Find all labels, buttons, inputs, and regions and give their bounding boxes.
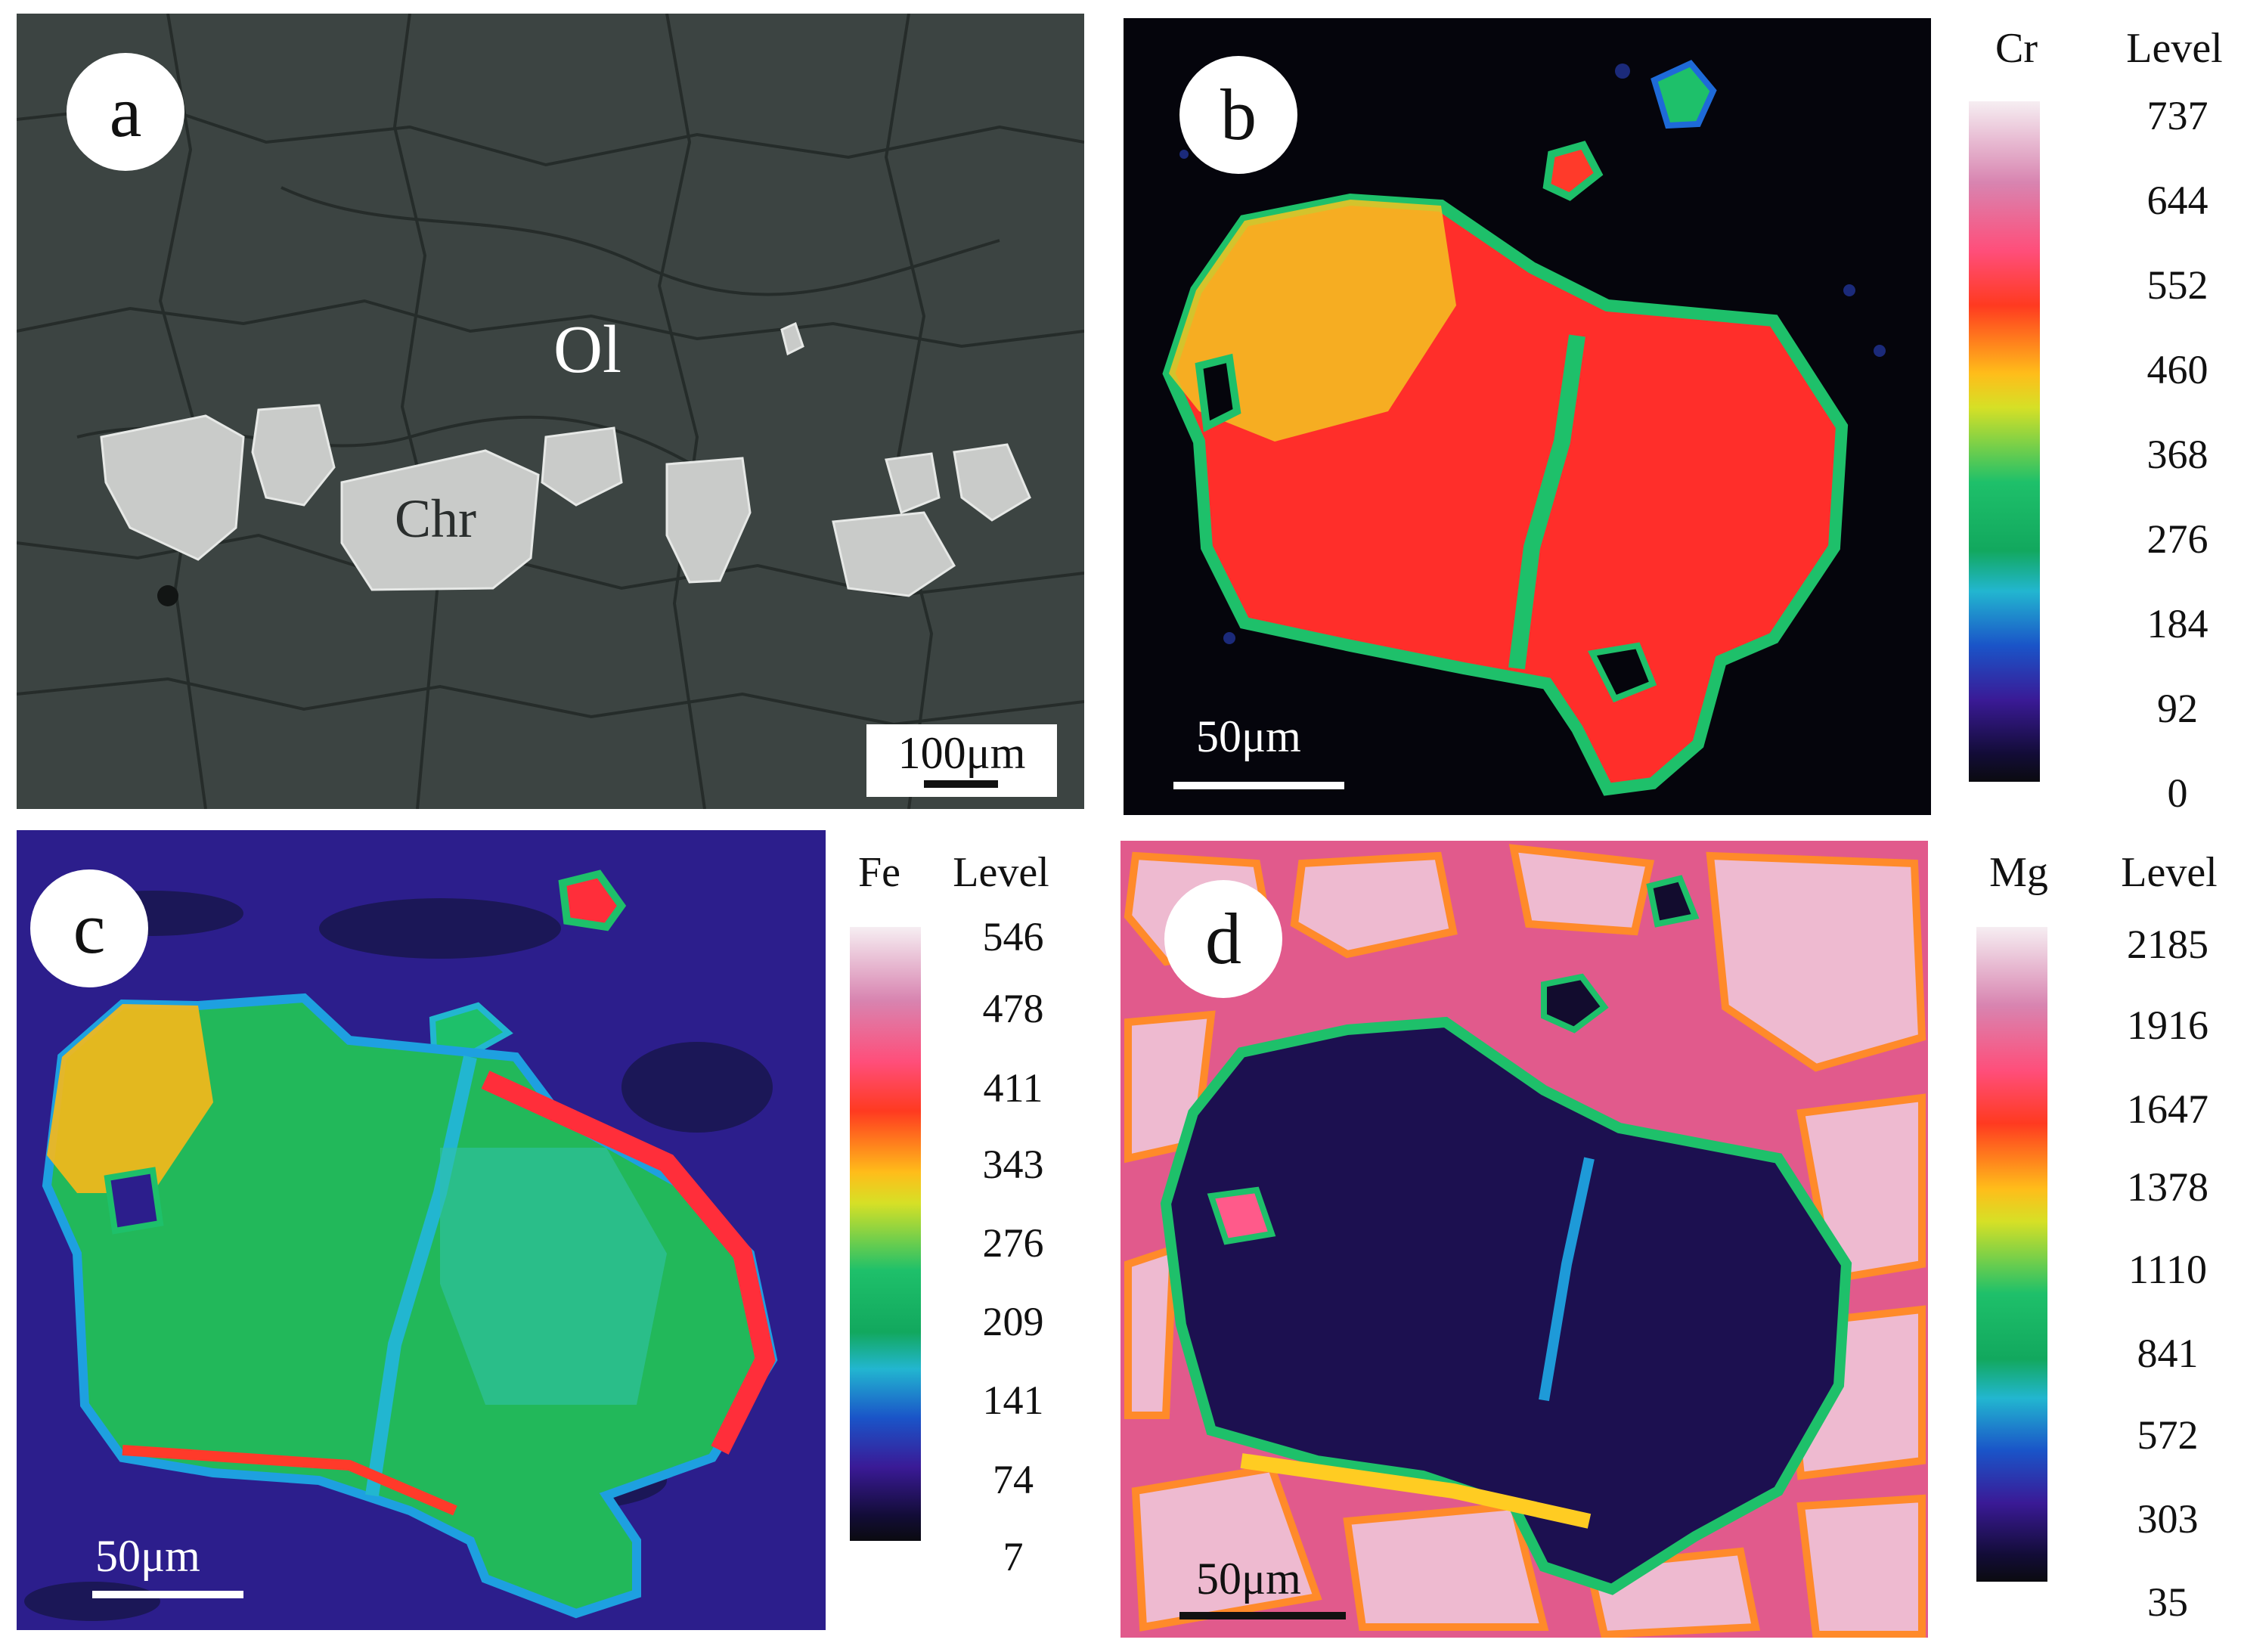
chromite-label: Chr <box>395 488 476 549</box>
panel-a-label: a <box>67 53 184 171</box>
cr-level-tick: 644 <box>2146 178 2208 223</box>
fe-colorbar-element: Fe <box>858 849 900 896</box>
panel-d-scale-label: 50μm <box>1196 1554 1301 1604</box>
mg-level-tick: 303 <box>2137 1496 2199 1542</box>
mg-level-tick: 1110 <box>2128 1247 2207 1292</box>
fe-level-tick: 74 <box>993 1457 1034 1502</box>
mg-colorbar-element: Mg <box>1989 849 2048 896</box>
panel-c-image <box>17 830 826 1630</box>
fe-level-tick: 276 <box>982 1220 1044 1266</box>
cr-colorbar-level-title: Level <box>2126 25 2223 72</box>
cr-colorbar-element: Cr <box>1995 25 2038 72</box>
panel-b-label: b <box>1179 56 1297 174</box>
panel-a-bse-image: a Ol Chr 100μm <box>17 14 1084 809</box>
fe-level-tick: 411 <box>983 1065 1043 1111</box>
panel-a-scalebox: 100μm <box>866 724 1057 797</box>
panel-d-scale-bar <box>1179 1612 1346 1619</box>
fe-level-tick: 141 <box>982 1378 1044 1423</box>
mg-level-tick: 1916 <box>2127 1003 2208 1048</box>
fe-level-tick: 478 <box>982 986 1044 1031</box>
fe-level-tick: 546 <box>982 914 1044 959</box>
panel-a-image <box>17 14 1084 809</box>
mg-colorbar-level-title: Level <box>2121 849 2218 896</box>
mg-level-tick: 1647 <box>2127 1086 2208 1132</box>
cr-level-tick: 92 <box>2157 686 2198 731</box>
mg-level-tick: 35 <box>2147 1579 2188 1625</box>
panel-d-mg-map: d 50μm <box>1120 841 1928 1638</box>
mg-level-tick: 841 <box>2137 1331 2199 1376</box>
panel-b-scale-label: 50μm <box>1196 711 1301 761</box>
panel-b-cr-map: b 50μm <box>1124 18 1931 815</box>
mg-level-tick: 2185 <box>2127 922 2208 967</box>
panel-a-scale-label: 100μm <box>897 728 1026 778</box>
fe-colorbar <box>850 927 921 1541</box>
panel-a-scale-bar <box>924 780 998 788</box>
mg-level-tick: 1378 <box>2127 1164 2208 1210</box>
panel-c-scale-label: 50μm <box>95 1531 200 1581</box>
mg-colorbar <box>1976 927 2047 1582</box>
panel-c-scale-bar <box>92 1591 243 1598</box>
cr-level-tick: 184 <box>2146 601 2208 646</box>
fe-level-tick: 343 <box>982 1142 1044 1187</box>
cr-level-tick: 276 <box>2146 516 2208 562</box>
fe-level-tick: 209 <box>982 1299 1044 1344</box>
cr-level-tick: 737 <box>2146 93 2208 138</box>
panel-c-fe-map: c 50μm <box>17 830 826 1630</box>
fe-level-tick: 7 <box>1003 1534 1024 1579</box>
panel-d-label: d <box>1164 880 1282 998</box>
panel-b-scale-bar <box>1173 782 1344 789</box>
fe-colorbar-level-title: Level <box>953 849 1049 896</box>
cr-level-tick: 552 <box>2146 262 2208 308</box>
cr-colorbar <box>1969 101 2040 782</box>
panel-c-label: c <box>30 869 148 987</box>
mg-level-tick: 572 <box>2137 1412 2199 1458</box>
cr-level-tick: 0 <box>2167 770 2188 816</box>
olivine-label: Ol <box>553 312 621 387</box>
cr-level-tick: 460 <box>2146 347 2208 392</box>
cr-level-tick: 368 <box>2146 432 2208 477</box>
